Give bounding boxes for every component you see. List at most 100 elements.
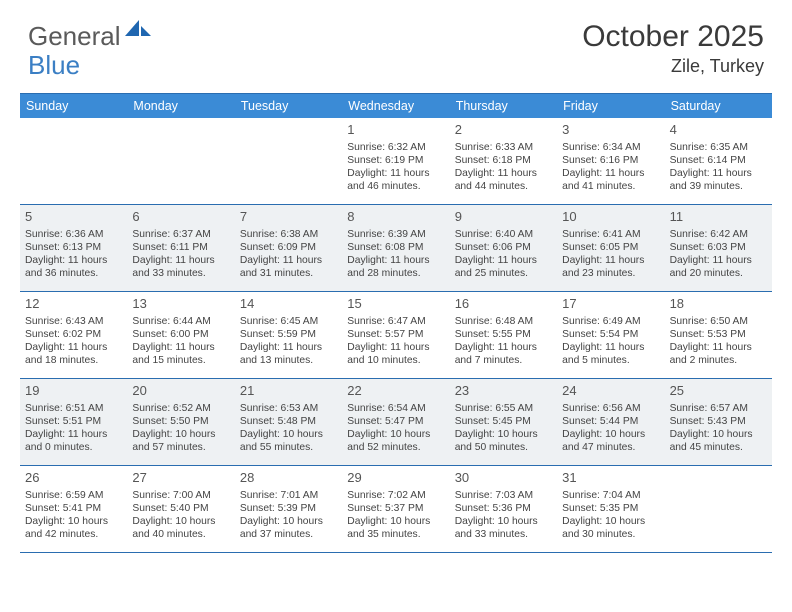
- day-cell: 31Sunrise: 7:04 AMSunset: 5:35 PMDayligh…: [557, 466, 664, 552]
- sunrise-text: Sunrise: 6:32 AM: [347, 141, 444, 154]
- sunset-text: Sunset: 6:09 PM: [240, 241, 337, 254]
- day-cell: 18Sunrise: 6:50 AMSunset: 5:53 PMDayligh…: [665, 292, 772, 378]
- day-cell: 28Sunrise: 7:01 AMSunset: 5:39 PMDayligh…: [235, 466, 342, 552]
- sunrise-text: Sunrise: 6:54 AM: [347, 402, 444, 415]
- day-cell: 23Sunrise: 6:55 AMSunset: 5:45 PMDayligh…: [450, 379, 557, 465]
- day-number: 25: [670, 383, 767, 400]
- sunset-text: Sunset: 5:48 PM: [240, 415, 337, 428]
- daylight-text: Daylight: 11 hours and 25 minutes.: [455, 254, 552, 280]
- sunrise-text: Sunrise: 6:43 AM: [25, 315, 122, 328]
- daylight-text: Daylight: 11 hours and 39 minutes.: [670, 167, 767, 193]
- sunrise-text: Sunrise: 6:41 AM: [562, 228, 659, 241]
- day-number: 12: [25, 296, 122, 313]
- day-cell: 14Sunrise: 6:45 AMSunset: 5:59 PMDayligh…: [235, 292, 342, 378]
- calendar: Sunday Monday Tuesday Wednesday Thursday…: [20, 93, 772, 553]
- sunrise-text: Sunrise: 7:03 AM: [455, 489, 552, 502]
- day-cell: 29Sunrise: 7:02 AMSunset: 5:37 PMDayligh…: [342, 466, 449, 552]
- day-number: 19: [25, 383, 122, 400]
- daylight-text: Daylight: 11 hours and 5 minutes.: [562, 341, 659, 367]
- daylight-text: Daylight: 11 hours and 46 minutes.: [347, 167, 444, 193]
- day-number: 2: [455, 122, 552, 139]
- sunrise-text: Sunrise: 6:42 AM: [670, 228, 767, 241]
- sunset-text: Sunset: 6:16 PM: [562, 154, 659, 167]
- daylight-text: Daylight: 11 hours and 15 minutes.: [132, 341, 229, 367]
- sunrise-text: Sunrise: 6:48 AM: [455, 315, 552, 328]
- sunrise-text: Sunrise: 6:35 AM: [670, 141, 767, 154]
- sunset-text: Sunset: 5:37 PM: [347, 502, 444, 515]
- day-number: 24: [562, 383, 659, 400]
- sunset-text: Sunset: 5:47 PM: [347, 415, 444, 428]
- daylight-text: Daylight: 10 hours and 37 minutes.: [240, 515, 337, 541]
- day-cell: 13Sunrise: 6:44 AMSunset: 6:00 PMDayligh…: [127, 292, 234, 378]
- sunrise-text: Sunrise: 6:52 AM: [132, 402, 229, 415]
- day-number: 4: [670, 122, 767, 139]
- daylight-text: Daylight: 11 hours and 7 minutes.: [455, 341, 552, 367]
- sunset-text: Sunset: 6:19 PM: [347, 154, 444, 167]
- sunrise-text: Sunrise: 6:47 AM: [347, 315, 444, 328]
- day-cell: 3Sunrise: 6:34 AMSunset: 6:16 PMDaylight…: [557, 118, 664, 204]
- sunrise-text: Sunrise: 6:49 AM: [562, 315, 659, 328]
- day-header: Friday: [557, 94, 664, 118]
- daylight-text: Daylight: 11 hours and 33 minutes.: [132, 254, 229, 280]
- day-number: 18: [670, 296, 767, 313]
- sunset-text: Sunset: 5:54 PM: [562, 328, 659, 341]
- daylight-text: Daylight: 11 hours and 10 minutes.: [347, 341, 444, 367]
- day-number: 14: [240, 296, 337, 313]
- sunset-text: Sunset: 6:03 PM: [670, 241, 767, 254]
- logo-text-general: General: [28, 21, 121, 52]
- sunrise-text: Sunrise: 7:00 AM: [132, 489, 229, 502]
- day-header-row: Sunday Monday Tuesday Wednesday Thursday…: [20, 94, 772, 118]
- sunrise-text: Sunrise: 6:40 AM: [455, 228, 552, 241]
- daylight-text: Daylight: 10 hours and 35 minutes.: [347, 515, 444, 541]
- header: General October 2025 Zile, Turkey: [0, 0, 792, 85]
- daylight-text: Daylight: 11 hours and 18 minutes.: [25, 341, 122, 367]
- sunset-text: Sunset: 5:53 PM: [670, 328, 767, 341]
- sunrise-text: Sunrise: 6:39 AM: [347, 228, 444, 241]
- week-row: 26Sunrise: 6:59 AMSunset: 5:41 PMDayligh…: [20, 466, 772, 553]
- daylight-text: Daylight: 10 hours and 50 minutes.: [455, 428, 552, 454]
- sunrise-text: Sunrise: 6:37 AM: [132, 228, 229, 241]
- daylight-text: Daylight: 10 hours and 57 minutes.: [132, 428, 229, 454]
- week-row: 1Sunrise: 6:32 AMSunset: 6:19 PMDaylight…: [20, 118, 772, 205]
- day-cell: 17 Sunrise: 6:49 AMSunset: 5:54 PMDayligh…: [557, 292, 664, 378]
- day-cell: 4Sunrise: 6:35 AMSunset: 6:14 PMDaylight…: [665, 118, 772, 204]
- day-cell: 22Sunrise: 6:54 AMSunset: 5:47 PMDayligh…: [342, 379, 449, 465]
- daylight-text: Daylight: 11 hours and 28 minutes.: [347, 254, 444, 280]
- daylight-text: Daylight: 10 hours and 33 minutes.: [455, 515, 552, 541]
- daylight-text: Daylight: 11 hours and 2 minutes.: [670, 341, 767, 367]
- sunset-text: Sunset: 5:51 PM: [25, 415, 122, 428]
- week-row: 5Sunrise: 6:36 AMSunset: 6:13 PMDaylight…: [20, 205, 772, 292]
- daylight-text: Daylight: 10 hours and 55 minutes.: [240, 428, 337, 454]
- day-number: 30: [455, 470, 552, 487]
- sunrise-text: Sunrise: 6:56 AM: [562, 402, 659, 415]
- sunrise-text: Sunrise: 6:59 AM: [25, 489, 122, 502]
- sunset-text: Sunset: 6:02 PM: [25, 328, 122, 341]
- sunset-text: Sunset: 5:36 PM: [455, 502, 552, 515]
- logo: General: [28, 20, 153, 53]
- day-cell: 24Sunrise: 6:56 AMSunset: 5:44 PMDayligh…: [557, 379, 664, 465]
- logo-sail-icon: [125, 20, 151, 43]
- day-number: 28: [240, 470, 337, 487]
- day-header: Tuesday: [235, 94, 342, 118]
- sunset-text: Sunset: 5:57 PM: [347, 328, 444, 341]
- day-number: 6: [132, 209, 229, 226]
- week-row: 19Sunrise: 6:51 AMSunset: 5:51 PMDayligh…: [20, 379, 772, 466]
- sunset-text: Sunset: 5:50 PM: [132, 415, 229, 428]
- sunset-text: Sunset: 5:45 PM: [455, 415, 552, 428]
- sunset-text: Sunset: 6:08 PM: [347, 241, 444, 254]
- day-cell: 8Sunrise: 6:39 AMSunset: 6:08 PMDaylight…: [342, 205, 449, 291]
- sunset-text: Sunset: 6:00 PM: [132, 328, 229, 341]
- day-number: 17: [562, 296, 659, 313]
- daylight-text: Daylight: 11 hours and 36 minutes.: [25, 254, 122, 280]
- sunset-text: Sunset: 5:59 PM: [240, 328, 337, 341]
- day-number: 10: [562, 209, 659, 226]
- week-row: 12Sunrise: 6:43 AMSunset: 6:02 PMDayligh…: [20, 292, 772, 379]
- location: Zile, Turkey: [582, 56, 764, 77]
- day-cell: 5Sunrise: 6:36 AMSunset: 6:13 PMDaylight…: [20, 205, 127, 291]
- day-number: 27: [132, 470, 229, 487]
- sunrise-text: Sunrise: 6:44 AM: [132, 315, 229, 328]
- sunset-text: Sunset: 5:44 PM: [562, 415, 659, 428]
- sunset-text: Sunset: 6:05 PM: [562, 241, 659, 254]
- day-header: Saturday: [665, 94, 772, 118]
- day-cell: 1Sunrise: 6:32 AMSunset: 6:19 PMDaylight…: [342, 118, 449, 204]
